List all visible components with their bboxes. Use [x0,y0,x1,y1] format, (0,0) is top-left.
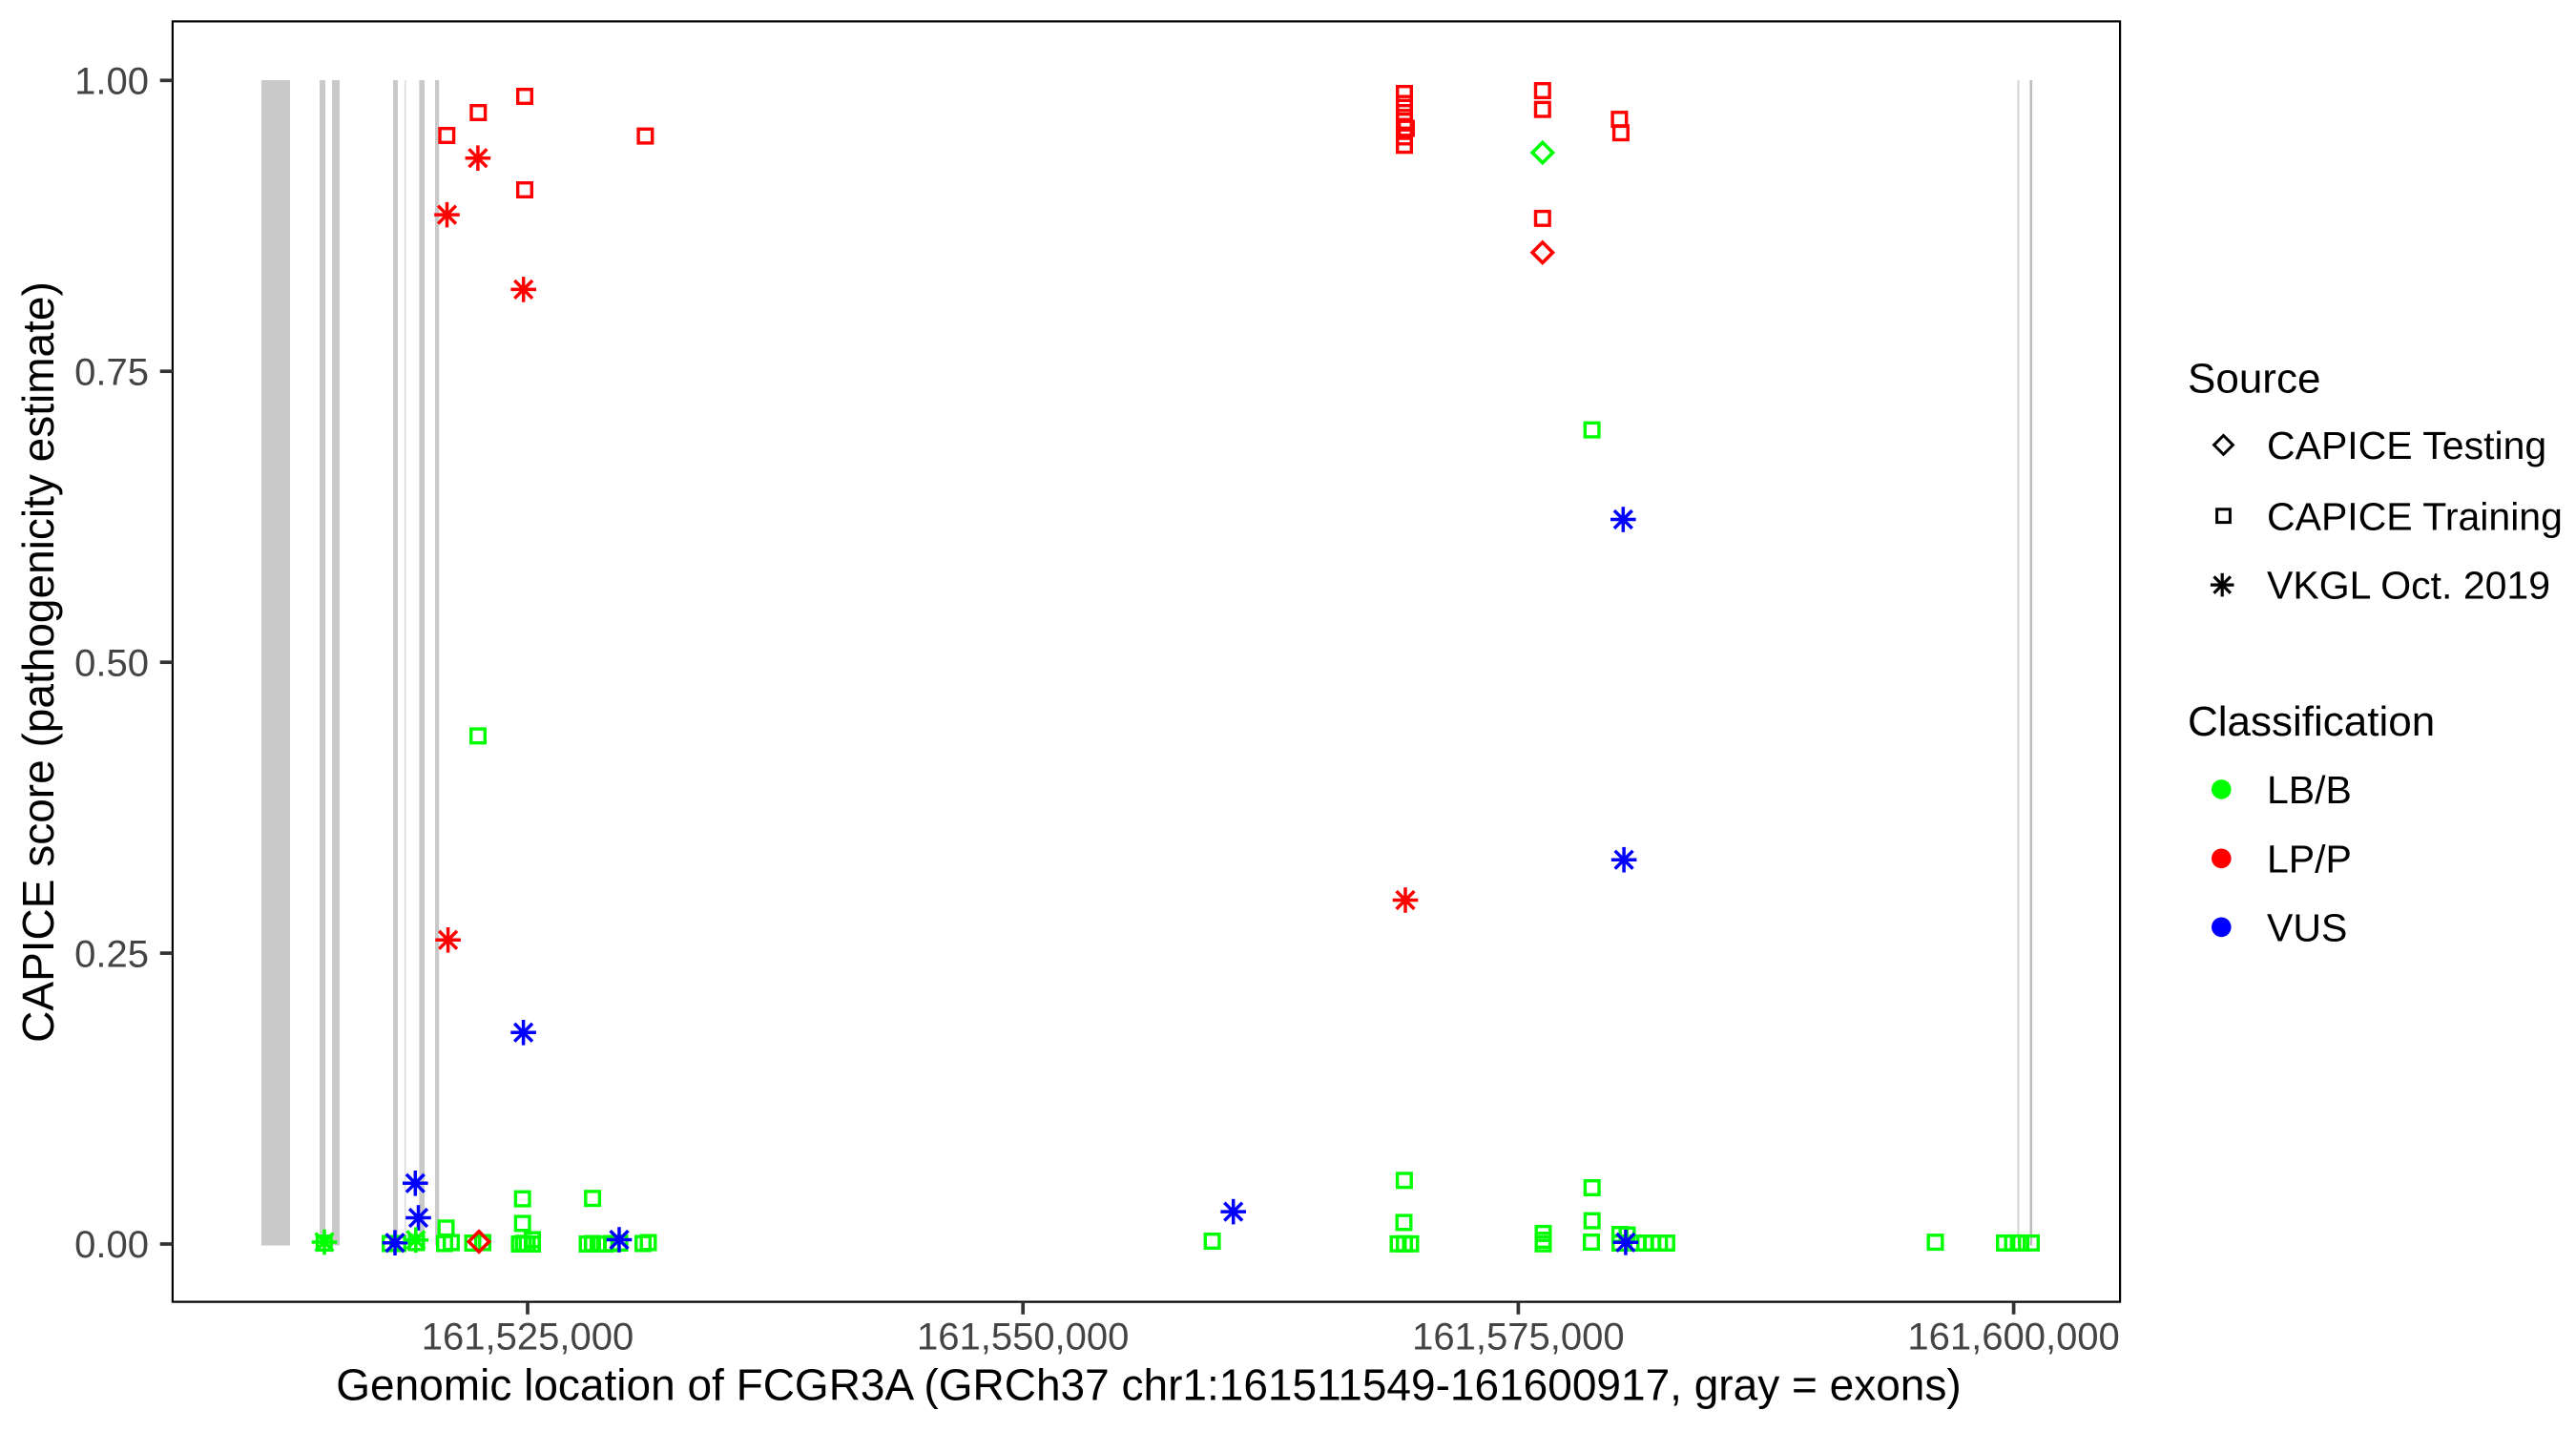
svg-text:CAPICE score (pathogenicity es: CAPICE score (pathogenicity estimate) [13,281,63,1043]
svg-text:Genomic location of FCGR3A (GR: Genomic location of FCGR3A (GRCh37 chr1:… [336,1359,1961,1409]
svg-text:CAPICE Training: CAPICE Training [2267,494,2563,538]
svg-text:161,575,000: 161,575,000 [1412,1317,1624,1358]
svg-text:161,550,000: 161,550,000 [917,1317,1129,1358]
svg-text:0.75: 0.75 [74,351,149,393]
svg-text:LP/P: LP/P [2267,837,2352,881]
svg-text:161,525,000: 161,525,000 [422,1317,634,1358]
svg-text:VUS: VUS [2267,905,2347,949]
svg-text:Classification: Classification [2188,698,2435,745]
svg-text:161,600,000: 161,600,000 [1907,1317,2119,1358]
svg-text:0.50: 0.50 [74,642,149,684]
svg-text:CAPICE Testing: CAPICE Testing [2267,424,2546,467]
svg-text:1.00: 1.00 [74,61,149,103]
svg-text:LB/B: LB/B [2267,768,2352,812]
svg-text:VKGL Oct. 2019: VKGL Oct. 2019 [2267,564,2550,608]
svg-text:0.25: 0.25 [74,933,149,975]
svg-text:0.00: 0.00 [74,1224,149,1266]
svg-text:Source: Source [2188,356,2320,403]
